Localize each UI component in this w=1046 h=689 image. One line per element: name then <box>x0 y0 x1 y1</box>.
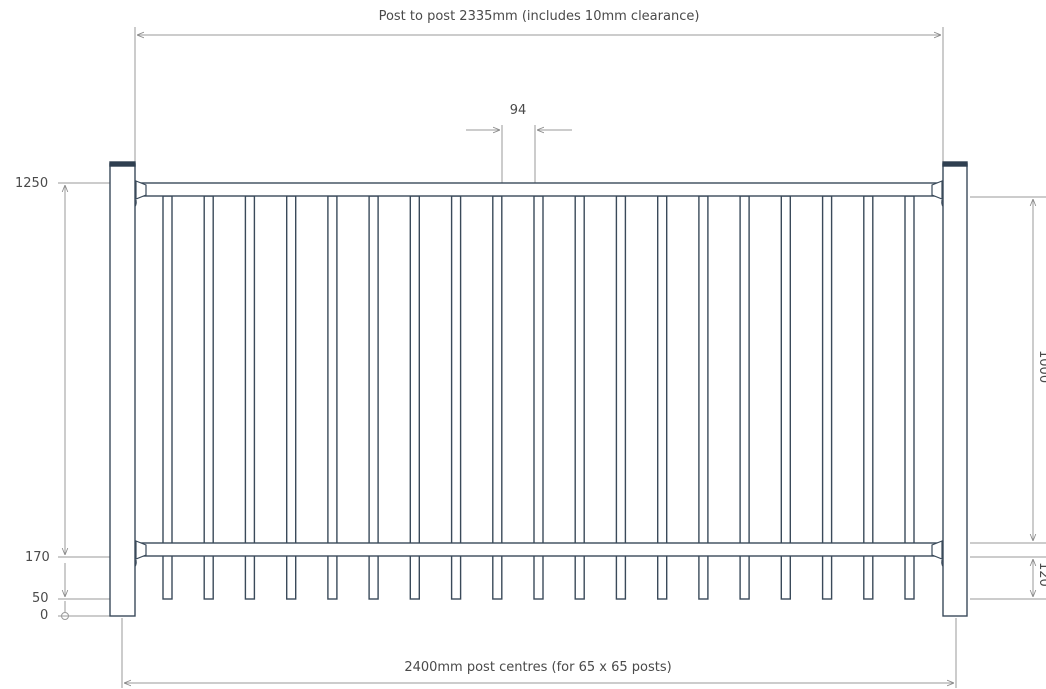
top-dimension-label: Post to post 2335mm (includes 10mm clear… <box>378 9 700 24</box>
picket <box>368 195 379 600</box>
picket <box>409 195 420 600</box>
bottom-rail <box>136 542 943 557</box>
picket <box>492 195 503 600</box>
right-dimensions <box>970 196 1046 600</box>
top-dimension <box>134 27 944 165</box>
top-rail <box>136 182 943 197</box>
left-post-cap <box>109 161 136 167</box>
picket <box>450 195 462 600</box>
right-post-cap <box>942 161 968 167</box>
picket <box>244 195 256 600</box>
picket-gap-dimension <box>466 125 572 183</box>
picket <box>863 195 874 600</box>
right-bottom-label: 120 <box>1036 562 1046 587</box>
height-scale <box>58 182 110 620</box>
bottom-dimension-label: 2400mm post centres (for 65 x 65 posts) <box>404 660 672 675</box>
picket <box>533 195 544 600</box>
height-label-50: 50 <box>32 591 49 606</box>
fence-panel <box>109 161 968 617</box>
pickets <box>162 195 915 600</box>
picket <box>780 195 791 600</box>
picket <box>615 195 627 600</box>
right-height-label: 1000 <box>1036 350 1046 384</box>
right-post <box>942 163 968 617</box>
picket <box>327 195 338 600</box>
picket <box>574 195 585 600</box>
bottom-dimension <box>121 618 957 688</box>
picket <box>739 195 750 600</box>
left-post <box>109 163 136 617</box>
picket <box>698 195 709 600</box>
picket <box>162 195 173 600</box>
picket <box>657 195 668 600</box>
picket <box>286 195 297 600</box>
picket <box>203 195 214 600</box>
picket <box>821 195 833 600</box>
height-label-170: 170 <box>25 550 50 565</box>
picket <box>904 195 915 600</box>
picket-gap-label: 94 <box>509 103 527 118</box>
height-label-0: 0 <box>40 608 49 623</box>
height-label-1250: 1250 <box>15 176 49 191</box>
